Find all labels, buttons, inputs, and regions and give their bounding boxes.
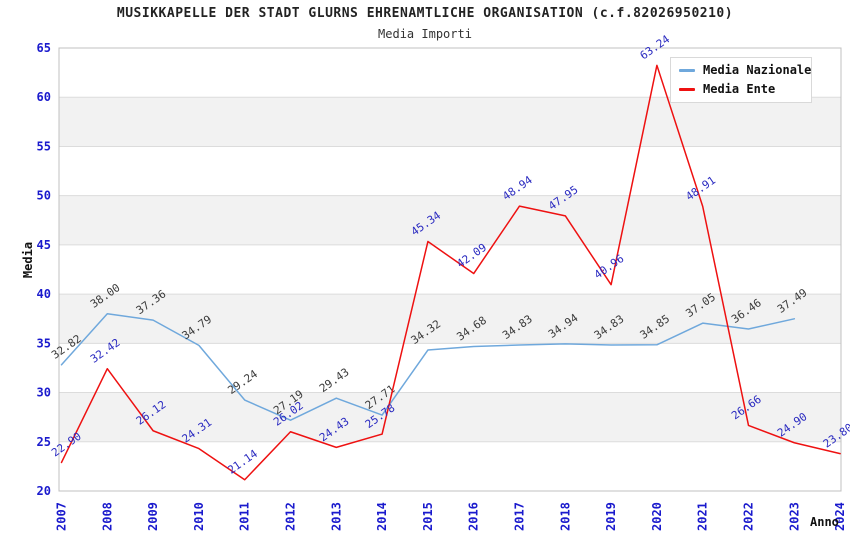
data-label: 29.43 bbox=[317, 365, 352, 395]
legend: Media Nazionale Media Ente bbox=[670, 57, 812, 103]
series-line-media-nazionale bbox=[60, 313, 796, 421]
x-axis-title: Anno bbox=[810, 515, 839, 529]
y-tick-label: 20 bbox=[37, 484, 51, 498]
plot-band bbox=[59, 392, 841, 442]
x-tick-label: 2019 bbox=[604, 502, 618, 531]
series-line-media-ente bbox=[60, 64, 841, 481]
legend-label: Media Ente bbox=[703, 82, 776, 96]
y-tick-label: 60 bbox=[37, 90, 51, 104]
y-tick-label: 30 bbox=[37, 386, 51, 400]
data-label: 63.24 bbox=[638, 32, 673, 62]
x-tick-label: 2011 bbox=[238, 502, 252, 531]
legend-swatch-nazionale-icon bbox=[679, 68, 695, 72]
x-tick-label: 2016 bbox=[467, 502, 481, 531]
x-tick-label: 2012 bbox=[284, 502, 298, 531]
chart-title: MUSIKKAPELLE DER STADT GLURNS EHRENAMTLI… bbox=[116, 6, 734, 21]
plot-band bbox=[59, 294, 841, 344]
legend-swatch-ente-icon bbox=[679, 87, 695, 91]
y-tick-label: 25 bbox=[37, 435, 51, 449]
data-label: 40.96 bbox=[592, 252, 627, 282]
x-tick-label: 2020 bbox=[650, 502, 664, 531]
x-tick-label: 2010 bbox=[192, 502, 206, 531]
x-tick-label: 2007 bbox=[55, 502, 69, 531]
x-tick-label: 2013 bbox=[329, 502, 343, 531]
x-tick-label: 2022 bbox=[742, 502, 756, 531]
x-tick-label: 2024 bbox=[833, 502, 847, 531]
y-tick-label: 40 bbox=[37, 287, 51, 301]
y-tick-label: 50 bbox=[37, 189, 51, 203]
x-tick-label: 2008 bbox=[100, 502, 114, 531]
chart-subtitle: Media Importi bbox=[378, 27, 472, 41]
y-tick-label: 35 bbox=[37, 336, 51, 350]
x-tick-label: 2023 bbox=[787, 502, 801, 531]
x-tick-label: 2014 bbox=[375, 502, 389, 531]
plot-band bbox=[59, 195, 841, 245]
data-label: 21.14 bbox=[225, 447, 260, 477]
plot-band bbox=[59, 97, 841, 147]
plot-border bbox=[58, 47, 842, 492]
x-tick-label: 2018 bbox=[558, 502, 572, 531]
y-axis-title: Media bbox=[21, 241, 35, 279]
x-tick-label: 2015 bbox=[421, 502, 435, 531]
x-tick-label: 2021 bbox=[696, 502, 710, 531]
y-tick-label: 65 bbox=[37, 41, 51, 55]
legend-item-media-ente[interactable]: Media Ente bbox=[679, 82, 803, 96]
x-tick-label: 2017 bbox=[513, 502, 527, 531]
y-tick-label: 55 bbox=[37, 139, 51, 153]
legend-label: Media Nazionale bbox=[703, 63, 812, 77]
x-tick-label: 2009 bbox=[146, 502, 160, 531]
legend-item-media-nazionale[interactable]: Media Nazionale bbox=[679, 63, 811, 77]
y-tick-label: 45 bbox=[37, 238, 51, 252]
